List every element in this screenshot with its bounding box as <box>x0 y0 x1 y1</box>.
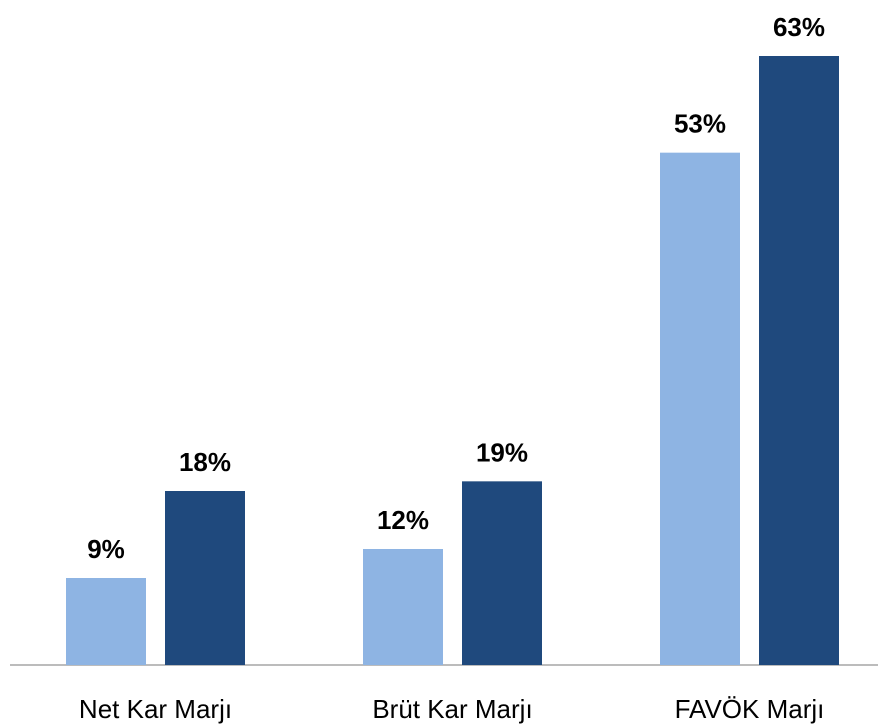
value-label: 12% <box>377 505 429 535</box>
x-tick-label: Brüt Kar Marjı <box>372 694 532 724</box>
bar <box>165 491 245 665</box>
bar <box>759 56 839 665</box>
bar <box>660 152 740 665</box>
value-label: 19% <box>476 437 528 467</box>
value-label: 9% <box>87 534 125 564</box>
bar <box>462 481 542 665</box>
value-label: 18% <box>179 447 231 477</box>
value-label: 53% <box>674 109 726 139</box>
value-label: 63% <box>773 12 825 42</box>
x-tick-label: FAVÖK Marjı <box>675 694 825 724</box>
bar <box>363 549 443 665</box>
bar <box>66 578 146 665</box>
x-tick-label: Net Kar Marjı <box>79 694 232 724</box>
